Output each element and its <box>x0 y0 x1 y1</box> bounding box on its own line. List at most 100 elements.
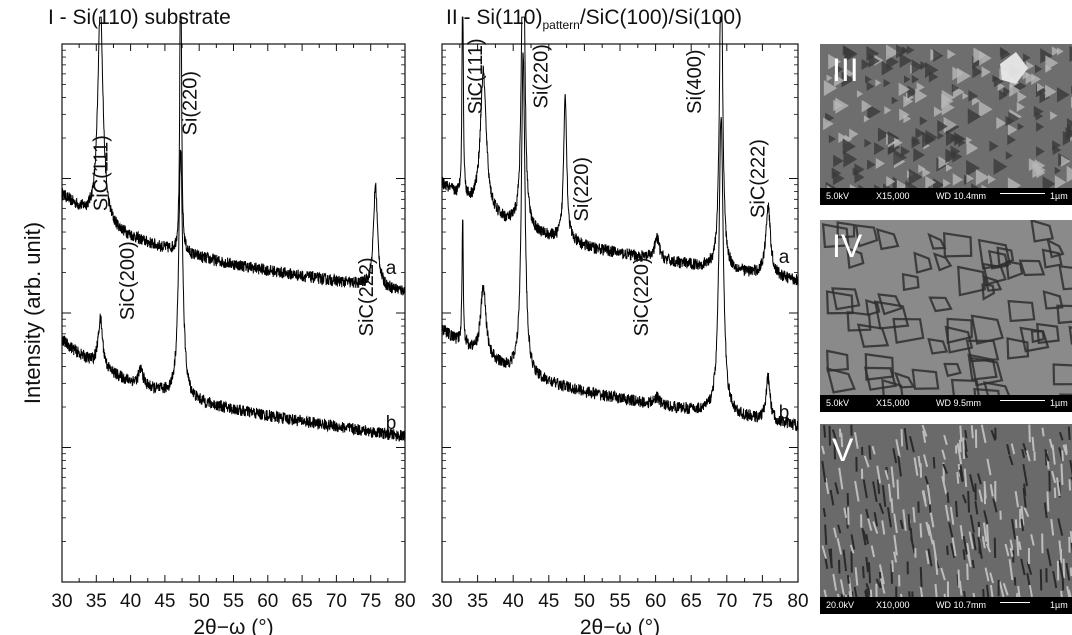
peak-annotation: SiC(222) <box>356 257 378 336</box>
sem-grain <box>969 514 975 533</box>
sem-grain <box>1054 166 1062 175</box>
sem-grain <box>958 138 966 148</box>
sem-grain <box>952 173 964 186</box>
sem-grain-boundary <box>875 228 900 251</box>
sem-grain <box>984 567 990 582</box>
sem-grain <box>981 536 986 549</box>
sem-grain <box>893 535 898 556</box>
sem-magnification: X15,000 <box>876 191 910 201</box>
sem-grain <box>983 510 989 524</box>
sem-grain-boundary <box>1042 290 1064 310</box>
sem-grain <box>1052 144 1062 156</box>
x-tick-label: 40 <box>503 591 524 612</box>
sem-grain-boundary <box>846 246 865 270</box>
sem-grain <box>967 108 982 125</box>
sem-grain-boundary <box>928 296 953 313</box>
sem-grain <box>989 140 999 152</box>
sem-grain <box>947 49 956 60</box>
sem-grain-boundary <box>1030 220 1054 243</box>
sem-grain <box>1004 543 1010 557</box>
sem-grain <box>923 454 929 468</box>
sem-grain <box>986 584 990 599</box>
sem-grain <box>1046 548 1052 567</box>
sem-grain <box>833 527 838 538</box>
sem-grain <box>850 534 856 550</box>
panel-1-title: I - Si(110) substrate <box>48 6 231 29</box>
sem-grain <box>963 440 968 453</box>
sem-grain <box>865 556 869 573</box>
sem-grain <box>835 97 849 114</box>
sem-grain <box>925 550 930 565</box>
sem-grain <box>1039 90 1050 104</box>
sem-grain <box>967 491 971 513</box>
sem-grain <box>861 58 871 71</box>
sem-grain <box>1009 539 1014 551</box>
sem-grain-boundary <box>892 317 925 344</box>
sem-grain <box>903 95 914 108</box>
sem-grain <box>959 425 963 442</box>
peak-annotation: SiC(220) <box>631 257 653 336</box>
sem-grain-boundary <box>825 290 854 315</box>
sem-grain <box>886 176 896 187</box>
sem-grain <box>913 147 926 163</box>
sem-grain <box>962 437 966 459</box>
sem-grain-boundary <box>970 314 1004 345</box>
sem-grain <box>874 142 885 156</box>
sem-grain <box>1023 506 1030 518</box>
sem-grain <box>829 548 833 568</box>
x-axis-label: 2θ−ω (°) <box>193 616 273 635</box>
sem-grain <box>833 154 844 168</box>
sem-grain <box>1006 444 1011 455</box>
x-tick-label: 80 <box>394 591 415 612</box>
sem-grain <box>900 146 911 157</box>
sem-grain <box>958 439 962 453</box>
sem-grain <box>865 583 872 596</box>
sem-grain <box>907 85 919 99</box>
sem-grain <box>828 53 842 70</box>
sem-grain <box>821 445 826 455</box>
sem-grain <box>867 159 876 170</box>
sem-grain <box>1033 105 1044 118</box>
sem-voltage: 5.0kV <box>826 398 850 408</box>
sem-voltage: 20.0kV <box>826 600 855 610</box>
sem-grain <box>966 563 969 581</box>
sem-grain <box>988 174 996 185</box>
sem-grain <box>1065 562 1071 581</box>
sem-grain <box>849 544 855 554</box>
sem-grain <box>854 163 865 176</box>
sem-grain <box>854 171 865 184</box>
sem-grain <box>1061 155 1071 167</box>
sem-grain <box>1050 518 1055 536</box>
sem-grain <box>921 424 928 437</box>
sem-grain <box>854 480 860 502</box>
sem-grain <box>929 511 935 528</box>
sem-grain <box>945 163 953 172</box>
sem-grain <box>1020 558 1026 576</box>
sem-grain <box>878 502 885 515</box>
sem-grain <box>891 560 894 572</box>
sem-grain-boundary <box>911 368 940 390</box>
sem-grain <box>925 129 938 145</box>
sem-grain <box>867 562 872 584</box>
peak-annotation: SiC(111) <box>465 38 487 114</box>
sem-grain <box>957 569 961 588</box>
sem-grain-boundary <box>856 323 890 348</box>
sem-grain <box>908 168 923 186</box>
sem-grain-boundary <box>943 231 973 258</box>
sem-grain <box>911 74 920 84</box>
sem-grain <box>868 445 872 460</box>
sem-grain-boundary <box>863 366 897 391</box>
sem-grain <box>903 428 909 451</box>
sem-grain <box>962 549 966 560</box>
sem-scale-bar <box>1000 400 1045 401</box>
sem-grain <box>1057 518 1064 536</box>
sem-grain-boundary <box>913 251 933 274</box>
x-tick-label: 75 <box>360 591 381 612</box>
sem-grain <box>824 524 828 545</box>
sem-grain <box>887 483 892 502</box>
sem-grain <box>971 533 977 551</box>
sem-grain <box>1025 450 1031 462</box>
sem-grain <box>955 500 958 518</box>
sem-grain <box>970 425 974 439</box>
peak-annotation: Si(220) <box>179 71 201 135</box>
